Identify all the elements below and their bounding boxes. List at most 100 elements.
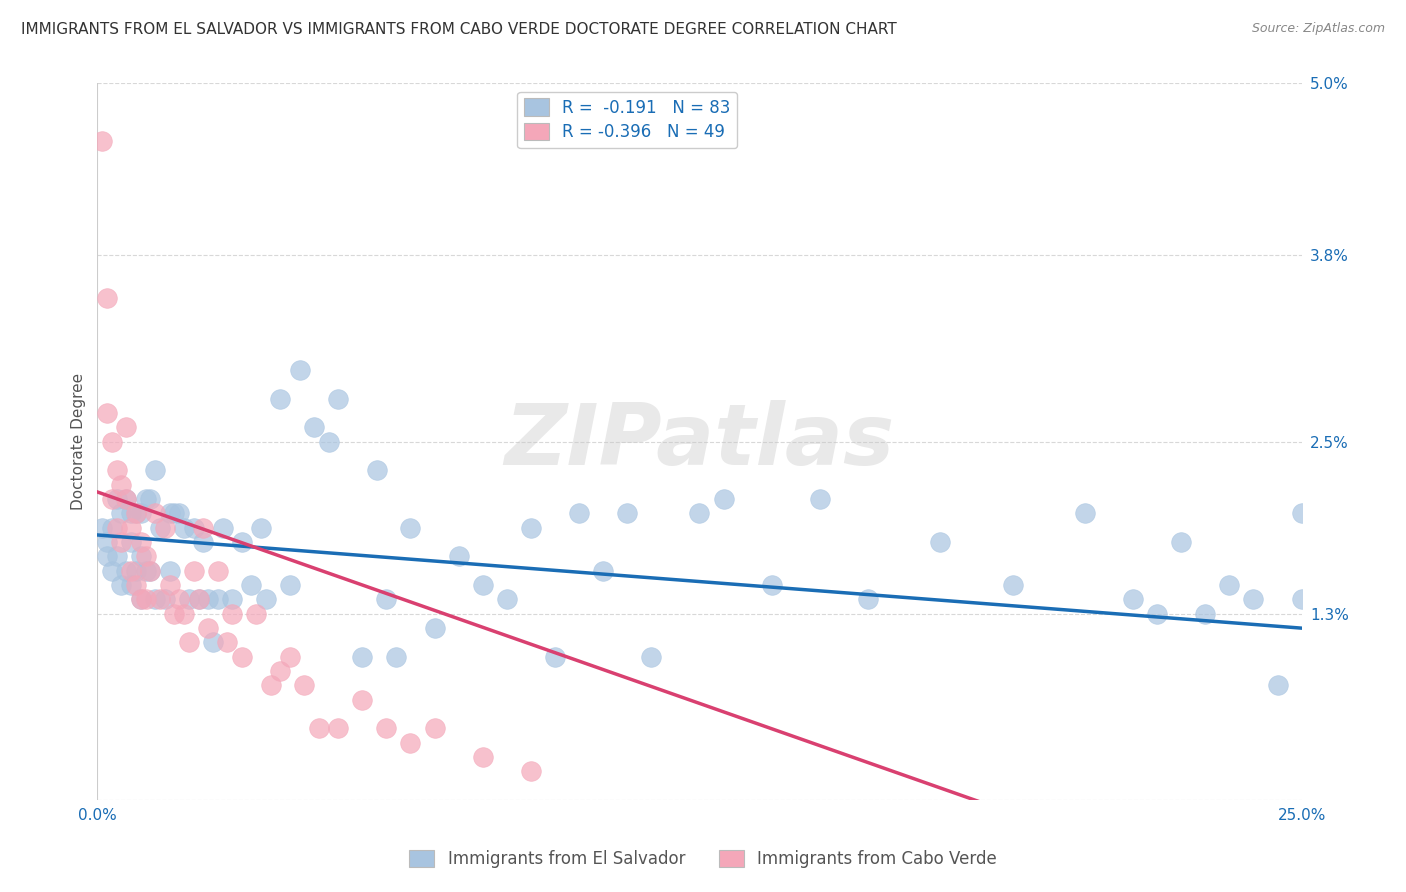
Point <box>149 521 172 535</box>
Point <box>143 592 166 607</box>
Point <box>139 492 162 507</box>
Point <box>761 578 783 592</box>
Point <box>120 521 142 535</box>
Point <box>254 592 277 607</box>
Point <box>96 406 118 420</box>
Point <box>110 507 132 521</box>
Point <box>197 592 219 607</box>
Point <box>105 492 128 507</box>
Point <box>1218 578 1240 592</box>
Point <box>447 549 470 564</box>
Point <box>101 434 124 449</box>
Point <box>110 535 132 549</box>
Point <box>375 592 398 607</box>
Point <box>193 535 215 549</box>
Point <box>135 549 157 564</box>
Text: Source: ZipAtlas.com: Source: ZipAtlas.com <box>1251 22 1385 36</box>
Point <box>495 592 517 607</box>
Point <box>520 764 543 779</box>
Point <box>240 578 263 592</box>
Point <box>1241 592 1264 607</box>
Point <box>173 607 195 621</box>
Point <box>217 635 239 649</box>
Point <box>139 564 162 578</box>
Point <box>115 492 138 507</box>
Point <box>544 649 567 664</box>
Point <box>1170 535 1192 549</box>
Point <box>423 722 446 736</box>
Text: IMMIGRANTS FROM EL SALVADOR VS IMMIGRANTS FROM CABO VERDE DOCTORATE DEGREE CORRE: IMMIGRANTS FROM EL SALVADOR VS IMMIGRANT… <box>21 22 897 37</box>
Point <box>221 607 243 621</box>
Point <box>260 678 283 692</box>
Point <box>278 578 301 592</box>
Point <box>375 722 398 736</box>
Point <box>173 521 195 535</box>
Point <box>177 635 200 649</box>
Point <box>231 649 253 664</box>
Point <box>110 578 132 592</box>
Point <box>245 607 267 621</box>
Point <box>101 564 124 578</box>
Point <box>135 492 157 507</box>
Point <box>153 592 176 607</box>
Point <box>318 434 340 449</box>
Point <box>308 722 330 736</box>
Point <box>187 592 209 607</box>
Point <box>278 649 301 664</box>
Legend: Immigrants from El Salvador, Immigrants from Cabo Verde: Immigrants from El Salvador, Immigrants … <box>402 843 1004 875</box>
Point <box>1267 678 1289 692</box>
Point <box>288 363 311 377</box>
Point <box>399 521 422 535</box>
Point <box>120 507 142 521</box>
Point <box>91 134 114 148</box>
Point <box>183 564 205 578</box>
Y-axis label: Doctorate Degree: Doctorate Degree <box>72 373 86 510</box>
Point <box>163 607 186 621</box>
Point <box>471 750 494 764</box>
Point <box>153 521 176 535</box>
Text: ZIPatlas: ZIPatlas <box>505 401 894 483</box>
Point <box>221 592 243 607</box>
Point <box>129 592 152 607</box>
Point <box>101 521 124 535</box>
Point <box>568 507 591 521</box>
Point <box>120 578 142 592</box>
Point <box>1001 578 1024 592</box>
Point <box>294 678 316 692</box>
Point <box>129 592 152 607</box>
Point <box>1291 507 1313 521</box>
Point <box>96 549 118 564</box>
Point <box>929 535 952 549</box>
Point <box>423 621 446 635</box>
Point <box>115 492 138 507</box>
Point <box>91 521 114 535</box>
Point <box>207 592 229 607</box>
Point <box>177 592 200 607</box>
Point <box>1146 607 1168 621</box>
Point <box>187 592 209 607</box>
Point <box>808 492 831 507</box>
Point <box>125 507 148 521</box>
Point <box>688 507 710 521</box>
Point <box>640 649 662 664</box>
Legend: R =  -0.191   N = 83, R = -0.396   N = 49: R = -0.191 N = 83, R = -0.396 N = 49 <box>517 92 737 148</box>
Point <box>167 507 190 521</box>
Point <box>167 592 190 607</box>
Point <box>1122 592 1144 607</box>
Point <box>302 420 325 434</box>
Point <box>139 564 162 578</box>
Point <box>129 507 152 521</box>
Point <box>399 736 422 750</box>
Point <box>856 592 879 607</box>
Point <box>125 564 148 578</box>
Point <box>269 392 291 406</box>
Point <box>149 592 172 607</box>
Point <box>105 549 128 564</box>
Point <box>352 649 374 664</box>
Point <box>269 664 291 678</box>
Point <box>250 521 273 535</box>
Point <box>129 549 152 564</box>
Point <box>352 693 374 707</box>
Point <box>159 507 181 521</box>
Point <box>193 521 215 535</box>
